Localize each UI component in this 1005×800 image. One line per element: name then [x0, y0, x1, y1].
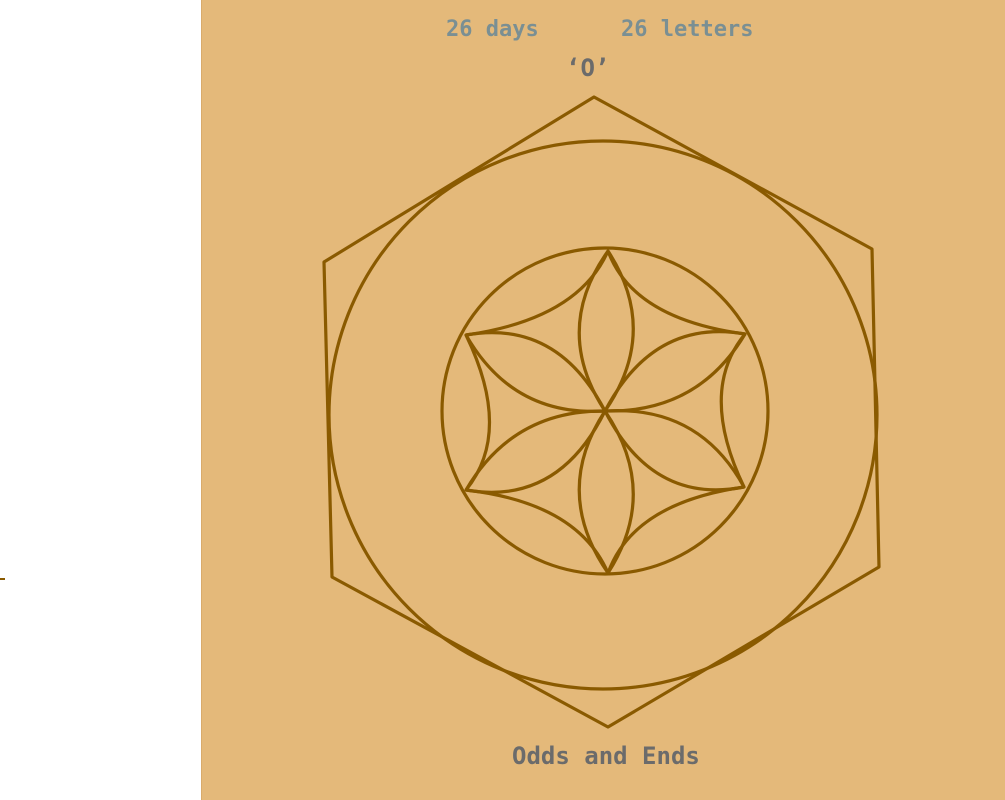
inner-circle [440, 246, 770, 576]
edge-tick-mark [0, 578, 5, 580]
rosette-arc [464, 334, 492, 492]
footer-title: Odds and Ends [512, 742, 700, 770]
six-petal-rosette [464, 249, 747, 575]
rosette-arc [606, 250, 746, 336]
rosette-petal [577, 409, 635, 575]
current-letter-label: ‘O’ [566, 54, 610, 82]
rosette-petal [577, 249, 635, 413]
letters-count-label: 26 letters [621, 17, 754, 42]
rosette-outer-arcs [464, 250, 747, 574]
emblem-panel: 26 days 26 letters ‘O’ [201, 0, 1005, 800]
rosette-arc [465, 250, 610, 337]
outer-circle [327, 139, 879, 691]
hexagon-rosette-emblem [322, 95, 881, 729]
outer-hexagon [322, 95, 881, 729]
days-count-label: 26 days [446, 17, 539, 42]
rosette-arc [719, 332, 747, 488]
rosette-arc [606, 485, 745, 574]
rosette-arc [465, 488, 610, 574]
